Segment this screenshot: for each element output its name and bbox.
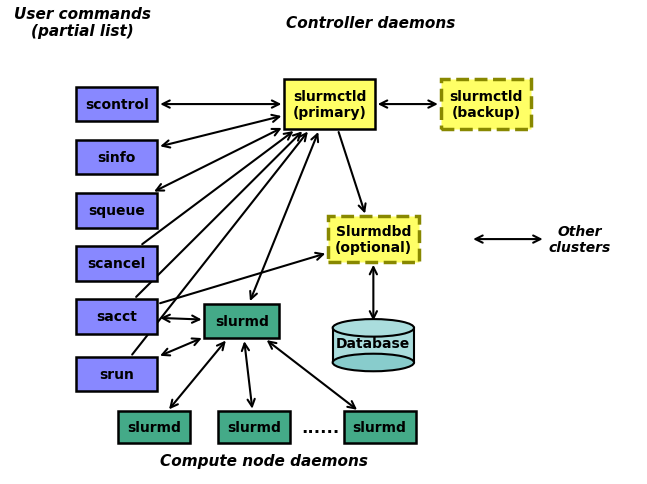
- FancyBboxPatch shape: [284, 79, 375, 130]
- Text: slurmd: slurmd: [127, 420, 181, 434]
- FancyBboxPatch shape: [76, 194, 157, 228]
- Text: slurmd: slurmd: [228, 420, 281, 434]
- Text: Controller daemons: Controller daemons: [285, 15, 455, 30]
- Bar: [333, 328, 414, 363]
- FancyBboxPatch shape: [76, 246, 157, 281]
- FancyBboxPatch shape: [204, 304, 280, 339]
- Text: slurmctld
(primary): slurmctld (primary): [292, 90, 366, 120]
- Text: slurmd: slurmd: [353, 420, 406, 434]
- Text: slurmctld
(backup): slurmctld (backup): [449, 90, 523, 120]
- Text: Slurmdbd
(optional): Slurmdbd (optional): [334, 225, 412, 255]
- FancyBboxPatch shape: [441, 79, 531, 130]
- FancyBboxPatch shape: [328, 217, 419, 262]
- FancyBboxPatch shape: [76, 299, 157, 334]
- Ellipse shape: [333, 354, 414, 372]
- Ellipse shape: [333, 319, 414, 337]
- Text: squeue: squeue: [89, 204, 145, 218]
- Text: Other
clusters: Other clusters: [549, 225, 611, 255]
- FancyBboxPatch shape: [76, 88, 157, 122]
- Text: Database: Database: [336, 337, 410, 351]
- Text: ......: ......: [301, 418, 339, 436]
- Text: User commands
(partial list): User commands (partial list): [14, 7, 151, 39]
- Text: Compute node daemons: Compute node daemons: [160, 454, 368, 469]
- Text: sinfo: sinfo: [98, 151, 136, 165]
- Text: slurmd: slurmd: [215, 315, 269, 328]
- Text: srun: srun: [100, 367, 134, 381]
- Text: scancel: scancel: [87, 257, 146, 271]
- Text: scontrol: scontrol: [85, 98, 149, 112]
- FancyBboxPatch shape: [219, 411, 291, 443]
- FancyBboxPatch shape: [76, 357, 157, 392]
- FancyBboxPatch shape: [118, 411, 190, 443]
- Text: sacct: sacct: [96, 310, 137, 324]
- FancyBboxPatch shape: [76, 140, 157, 175]
- FancyBboxPatch shape: [344, 411, 415, 443]
